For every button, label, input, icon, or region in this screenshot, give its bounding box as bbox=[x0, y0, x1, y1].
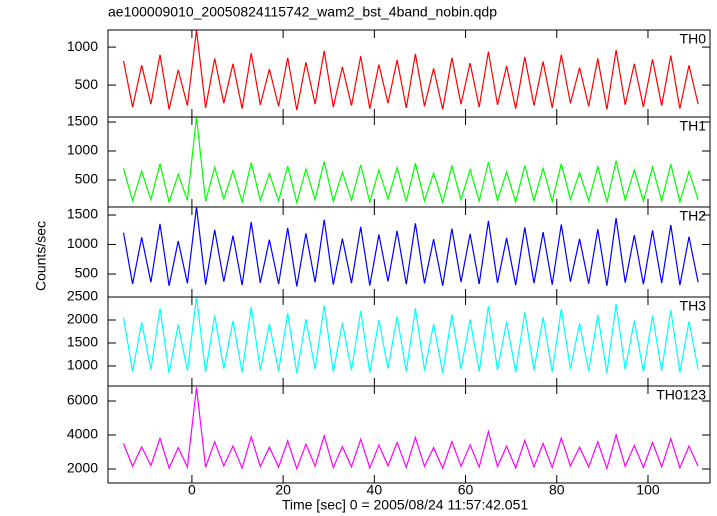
x-tick-label: 0 bbox=[188, 482, 196, 498]
y-tick-label: 6000 bbox=[67, 392, 98, 408]
light-curve bbox=[122, 387, 699, 471]
y-tick-label: 2000 bbox=[67, 311, 98, 327]
y-tick-label: 1000 bbox=[67, 235, 98, 251]
y-tick-label: 1500 bbox=[67, 113, 98, 129]
y-tick-label: 4000 bbox=[67, 426, 98, 442]
y-tick-label: 1000 bbox=[67, 357, 98, 373]
legend-label: TH3 bbox=[680, 298, 707, 314]
legend-label: TH0123 bbox=[656, 387, 706, 403]
x-tick-label: 80 bbox=[549, 482, 565, 498]
y-tick-label: 2500 bbox=[67, 288, 98, 304]
x-tick-label: 100 bbox=[636, 482, 660, 498]
x-tick-label: 60 bbox=[458, 482, 474, 498]
x-tick-label: 20 bbox=[275, 482, 291, 498]
y-tick-label: 500 bbox=[75, 171, 99, 187]
light-curve bbox=[122, 117, 699, 205]
x-tick-label: 40 bbox=[367, 482, 383, 498]
legend-label: TH1 bbox=[680, 118, 707, 134]
chart-title: ae100009010_20050824115742_wam2_bst_4ban… bbox=[108, 4, 497, 20]
legend-label: TH0 bbox=[680, 31, 707, 47]
light-curve bbox=[122, 207, 699, 287]
light-curve bbox=[122, 30, 699, 111]
y-tick-label: 500 bbox=[75, 76, 99, 92]
y-tick-label: 500 bbox=[75, 265, 99, 281]
y-tick-label: 1000 bbox=[67, 142, 98, 158]
y-tick-label: 1000 bbox=[67, 38, 98, 54]
light-curve bbox=[122, 297, 699, 374]
y-tick-label: 1500 bbox=[67, 334, 98, 350]
y-tick-label: 1500 bbox=[67, 206, 98, 222]
legend-label: TH2 bbox=[680, 208, 707, 224]
x-axis-label: Time [sec] 0 = 2005/08/24 11:57:42.051 bbox=[282, 497, 529, 513]
y-tick-label: 2000 bbox=[67, 460, 98, 476]
y-axis-label: Counts/sec bbox=[33, 221, 49, 291]
